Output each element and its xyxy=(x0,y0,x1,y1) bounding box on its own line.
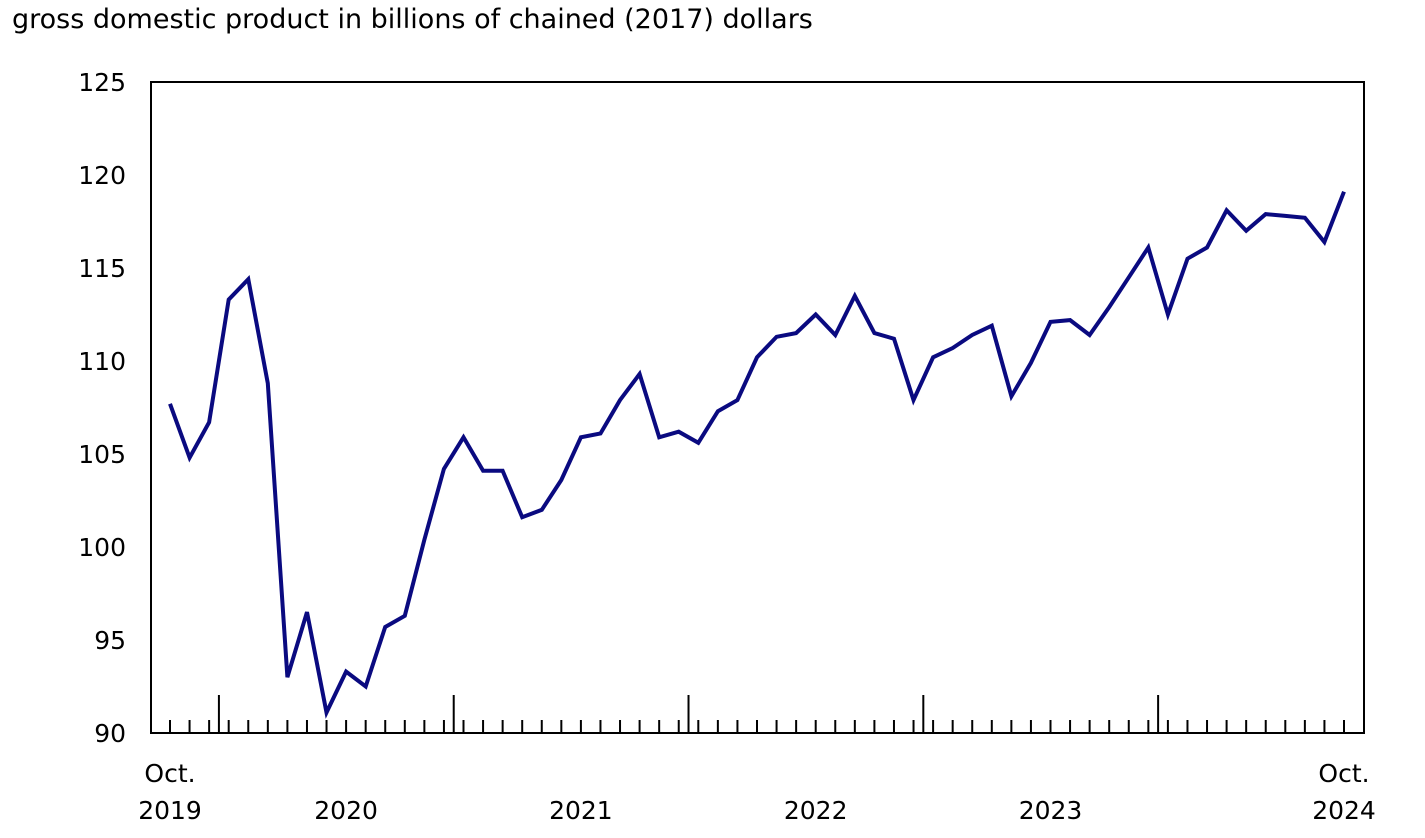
y-tick-label: 95 xyxy=(94,626,126,655)
chart-title: gross domestic product in billions of ch… xyxy=(12,4,813,35)
x-tick-label-year: 2019 xyxy=(138,796,202,825)
x-tick-label-year: 2024 xyxy=(1312,796,1376,825)
y-tick-label: 110 xyxy=(78,347,126,376)
y-tick-label: 125 xyxy=(78,68,126,97)
x-axis: Oct. 2019 2020 2021 2022 2023 Oct. 2024 xyxy=(138,695,1376,825)
gdp-series-line xyxy=(168,190,1346,719)
x-tick-label-year: 2021 xyxy=(549,796,613,825)
x-tick-label-month: Oct. xyxy=(1318,759,1369,788)
x-tick-label-year: 2020 xyxy=(314,796,378,825)
y-tick-label: 120 xyxy=(78,161,126,190)
series-group xyxy=(168,190,1346,719)
y-tick-label: 100 xyxy=(78,533,126,562)
plot-frame xyxy=(150,81,1365,734)
x-tick-label-year: 2023 xyxy=(1019,796,1083,825)
x-tick-label-year: 2022 xyxy=(784,796,848,825)
x-tick-label-month: Oct. xyxy=(144,759,195,788)
y-tick-label: 90 xyxy=(94,719,126,748)
y-tick-label: 105 xyxy=(78,440,126,469)
y-tick-label: 115 xyxy=(78,254,126,283)
y-axis: 90 95 100 105 110 115 120 125 xyxy=(78,68,126,748)
